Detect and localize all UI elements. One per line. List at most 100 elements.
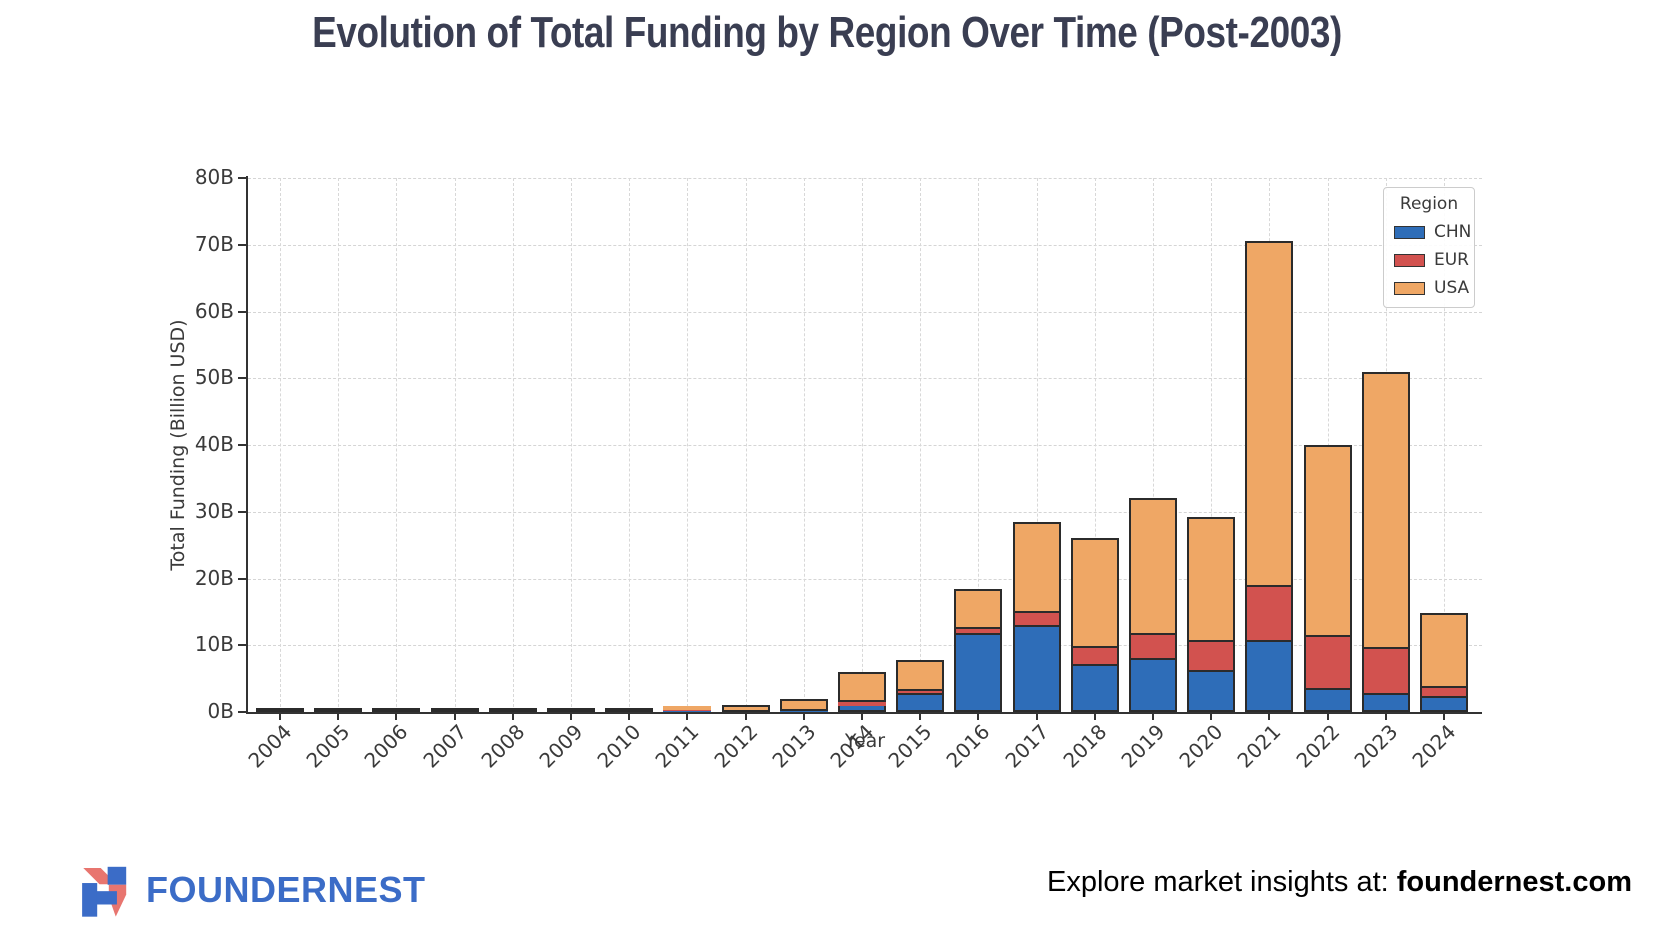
x-tickmark-2021 [1268, 714, 1271, 720]
v-gridline-2004 [280, 178, 281, 712]
y-ticklabel-20B: 20B [194, 565, 234, 590]
x-tickmark-2018 [1093, 714, 1096, 720]
v-gridline-2014 [862, 178, 863, 712]
bar-2023 [1361, 371, 1410, 712]
bar-2021-chn [1245, 639, 1294, 712]
x-tickmark-2007 [453, 714, 456, 720]
bar-2015 [896, 659, 945, 712]
bar-2016 [954, 588, 1003, 712]
bar-2015-usa [896, 659, 945, 691]
x-tickmark-2023 [1384, 714, 1387, 720]
bar-2011-usa [663, 706, 712, 711]
x-tickmark-2012 [744, 714, 747, 720]
bar-2012 [721, 704, 770, 712]
v-gridline-2005 [338, 178, 340, 712]
v-gridline-2013 [803, 178, 805, 712]
bar-2016-usa [954, 588, 1003, 629]
bar-2023-usa [1361, 371, 1410, 650]
x-tickmark-2022 [1326, 714, 1329, 720]
bar-2021-usa [1245, 240, 1294, 588]
bar-2011-eur [663, 710, 712, 712]
bar-2017-chn [1012, 625, 1061, 712]
bar-2007 [430, 708, 479, 712]
h-gridline-60 [248, 311, 1482, 313]
y-tickmark-10B [238, 644, 246, 647]
bar-2009 [547, 708, 595, 712]
v-gridline-2019 [1153, 178, 1154, 712]
y-tickmark-80B [238, 177, 246, 179]
x-axis-spine [246, 712, 1482, 714]
h-gridline-40 [248, 445, 1482, 446]
legend-label-usa: USA [1434, 278, 1470, 298]
x-tickmark-2004 [279, 714, 281, 720]
x-tickmark-2019 [1152, 714, 1154, 720]
bar-2014-eur [838, 700, 886, 706]
plot-area [248, 178, 1482, 712]
footer-tagline: Explore market insights at: foundernest.… [1047, 866, 1632, 899]
y-tickmark-30B [238, 510, 246, 513]
h-gridline-20 [248, 578, 1482, 580]
y-tickmark-0B [238, 711, 246, 713]
x-tickmark-2020 [1210, 714, 1213, 720]
legend-swatch-eur [1394, 253, 1425, 267]
bar-2017 [1012, 522, 1061, 712]
bar-2018 [1070, 538, 1119, 712]
h-gridline-50 [248, 378, 1482, 380]
bar-2023-chn [1361, 692, 1410, 712]
bar-2012-usa [721, 704, 770, 712]
x-tickmark-2008 [511, 714, 514, 720]
bar-2020 [1187, 517, 1236, 712]
y-ticklabel-40B: 40B [194, 432, 234, 456]
y-ticklabel-0B: 0B [207, 699, 234, 723]
legend-items: CHN EUR USA [1394, 222, 1471, 298]
x-tickmark-2011 [686, 714, 689, 720]
bar-2011 [663, 706, 712, 712]
x-tickmark-2015 [919, 714, 922, 720]
v-gridline-2009 [571, 178, 572, 712]
x-ticklabel-text-2024: 2024 [1407, 719, 1461, 773]
bar-2004 [256, 708, 304, 712]
x-tickmark-2014 [861, 714, 863, 720]
bar-2024 [1420, 613, 1468, 712]
bar-2017-usa [1012, 522, 1061, 613]
bar-2021-eur [1245, 585, 1294, 642]
y-tickmark-20B [238, 577, 246, 580]
bar-2017-eur [1012, 610, 1061, 628]
y-ticklabel-70B: 70B [194, 231, 234, 256]
tagline-url: foundernest.com [1396, 866, 1632, 898]
bar-2020-chn [1187, 669, 1236, 712]
bar-2015-chn [896, 693, 945, 712]
x-tickmark-2017 [1035, 714, 1038, 720]
v-gridline-2017 [1036, 178, 1038, 712]
bar-2018-eur [1070, 645, 1119, 666]
y-ticklabel-60B: 60B [194, 298, 234, 323]
legend-swatch-chn [1394, 225, 1425, 239]
v-gridline-2010 [629, 178, 631, 712]
bar-2024-usa [1420, 613, 1468, 688]
x-tickmark-2013 [802, 714, 805, 720]
v-gridline-2011 [687, 178, 689, 712]
bar-2018-chn [1070, 663, 1119, 712]
foundernest-logo-text: FOUNDERNEST [146, 869, 426, 910]
x-tickmark-2006 [395, 714, 398, 720]
y-ticklabel-80B: 80B [194, 165, 234, 189]
bar-2024-chn [1420, 695, 1468, 712]
h-gridline-10 [248, 645, 1482, 647]
bar-2020-usa [1187, 517, 1236, 642]
legend-swatch-usa [1394, 281, 1425, 295]
bar-2019 [1129, 497, 1177, 712]
y-ticklabel-10B: 10B [194, 632, 234, 657]
bar-2021 [1245, 240, 1294, 712]
legend-label-eur: EUR [1434, 250, 1469, 270]
v-gridline-2015 [920, 178, 922, 712]
y-axis-spine [246, 176, 248, 714]
x-tickmark-2010 [628, 714, 631, 720]
h-gridline-70 [248, 244, 1482, 246]
bar-2022-usa [1303, 445, 1352, 637]
y-tickmark-60B [238, 310, 246, 313]
foundernest-logo: FOUNDERNEST [74, 861, 426, 919]
bar-2014 [838, 671, 886, 712]
bar-2013-usa [779, 698, 828, 711]
bar-2019-eur [1129, 633, 1177, 660]
